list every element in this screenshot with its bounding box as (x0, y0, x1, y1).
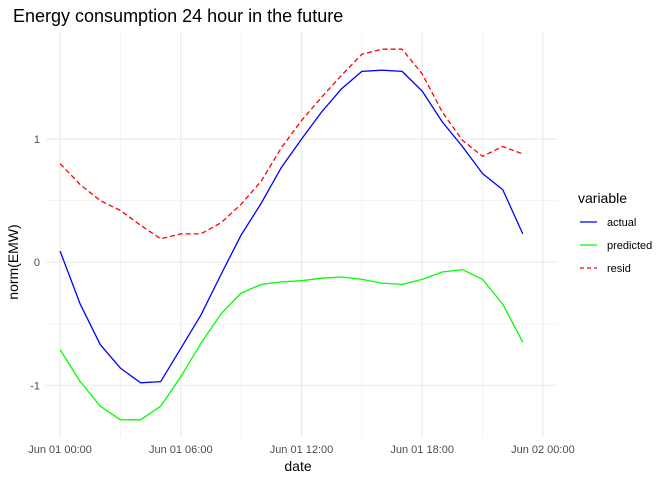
legend: variable actual predicted resid (578, 190, 652, 275)
series-line-resid (59, 48, 524, 240)
legend-title: variable (578, 190, 627, 206)
legend-label-actual: actual (607, 217, 636, 229)
x-tick-label: Jun 01 06:00 (149, 444, 213, 456)
x-tick-label: Jun 01 18:00 (390, 444, 454, 456)
x-axis-ticks: Jun 01 00:00 Jun 01 06:00 Jun 01 12:00 Jun … (28, 444, 574, 456)
x-axis-title: date (284, 458, 311, 474)
series-line-predicted (59, 268, 524, 421)
plot-grid (46, 32, 557, 437)
y-tick-label: 0 (34, 257, 40, 269)
x-tick-label: Jun 01 12:00 (270, 444, 334, 456)
plot-series (59, 48, 524, 421)
legend-label-predicted: predicted (607, 240, 652, 252)
x-tick-label: Jun 02 00:00 (511, 444, 575, 456)
legend-label-resid: resid (607, 263, 631, 275)
y-tick-label: 1 (34, 134, 40, 146)
x-tick-label: Jun 01 00:00 (28, 444, 92, 456)
y-tick-label: -1 (30, 380, 40, 392)
series-line-actual (59, 69, 524, 384)
y-axis-title: norm(EMW) (5, 224, 21, 299)
legend-items: actual predicted resid (580, 217, 652, 275)
y-axis-ticks: 1 0 -1 (30, 134, 40, 392)
chart-title: Energy consumption 24 hour in the future (13, 6, 343, 26)
